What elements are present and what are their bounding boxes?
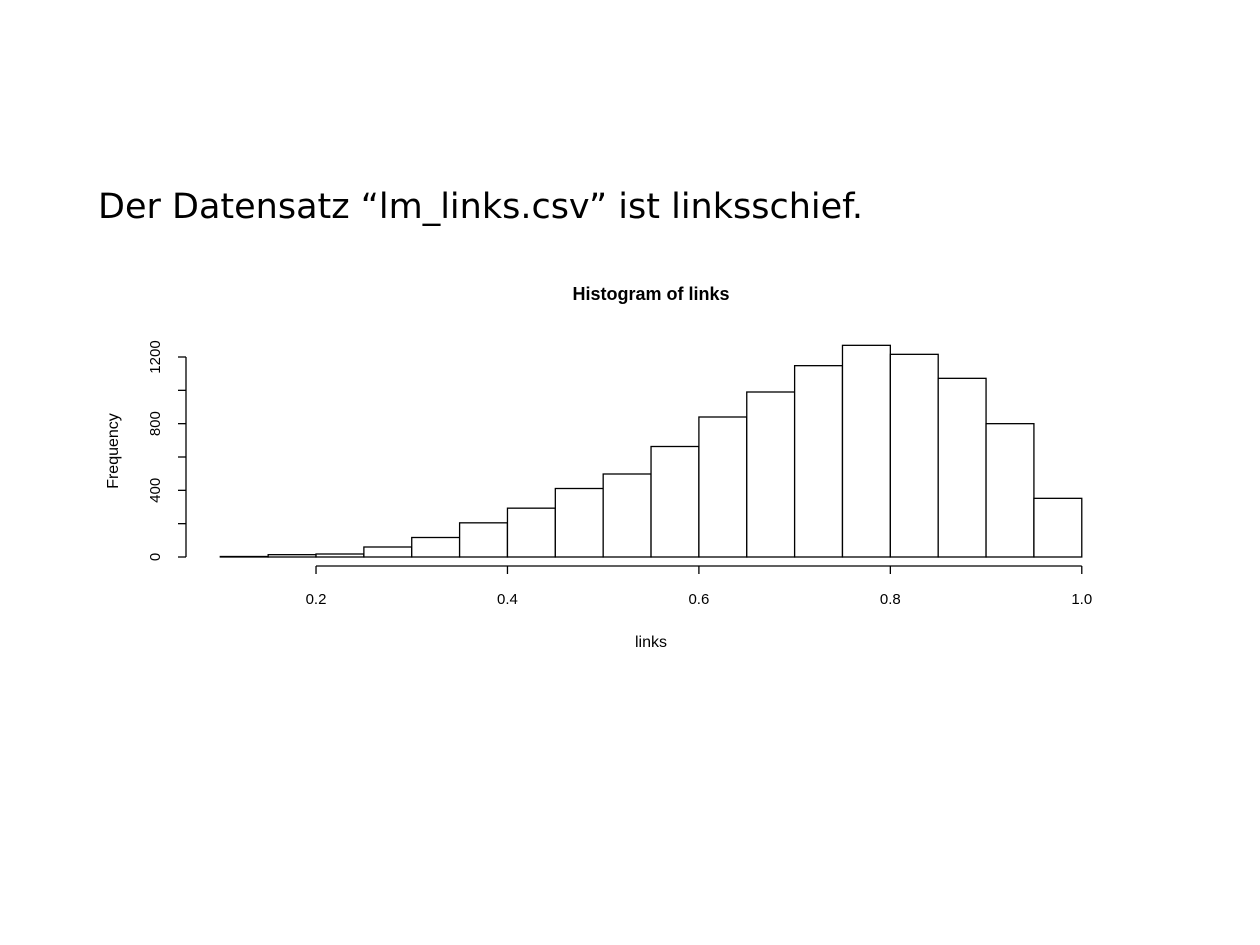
histogram-bar — [841, 344, 891, 558]
histogram-bar — [458, 522, 509, 558]
x-tick-label: 0.6 — [688, 591, 709, 608]
y-tick-label: 800 — [147, 411, 164, 436]
y-tick-label: 400 — [147, 478, 164, 503]
y-axis-label: Frequency — [105, 413, 122, 489]
x-axis: 0.2 0.4 0.6 0.8 1.0 — [306, 565, 1092, 608]
y-tick-label: 1200 — [147, 340, 164, 373]
histogram-bar — [363, 546, 413, 558]
histogram-bar — [411, 536, 461, 558]
histogram-bar — [1033, 497, 1083, 558]
x-tick-label: 0.4 — [497, 591, 518, 608]
x-tick-label: 0.2 — [306, 591, 327, 608]
histogram-bar — [698, 416, 748, 558]
x-axis-label: links — [635, 634, 667, 651]
histogram-bar — [746, 391, 796, 558]
histogram-bar — [937, 377, 987, 558]
x-tick-label: 1.0 — [1071, 591, 1092, 608]
histogram-bar — [506, 507, 556, 558]
y-tick-label: 0 — [147, 553, 164, 561]
histogram-bar — [985, 423, 1035, 558]
histogram-bar — [650, 445, 700, 558]
y-axis: 0 400 800 1200 — [147, 340, 187, 561]
histogram-bar — [219, 555, 269, 558]
slide-title: Der Datensatz “lm_links.csv” ist linkssc… — [98, 187, 864, 227]
histogram-bar — [554, 487, 604, 558]
chart-title: Histogram of links — [572, 284, 729, 304]
histogram-bar — [889, 353, 939, 558]
histogram-bars — [219, 344, 1083, 558]
histogram-bar — [315, 553, 365, 558]
histogram-bar — [602, 473, 652, 558]
histogram-bar — [267, 554, 317, 558]
x-tick-label: 0.8 — [880, 591, 901, 608]
histogram-bar — [793, 365, 844, 558]
